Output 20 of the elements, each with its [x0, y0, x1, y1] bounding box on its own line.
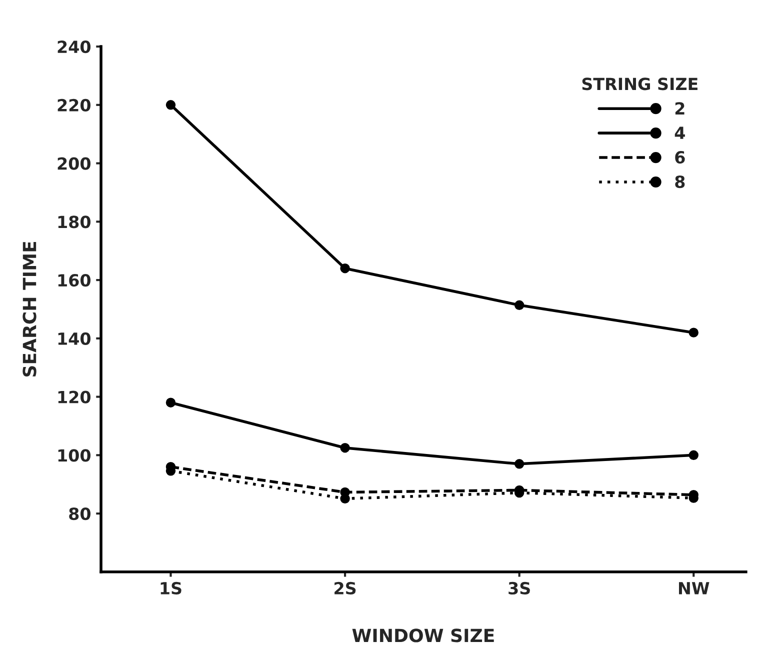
legend-label: 6 — [675, 151, 685, 164]
y-tick-label: 80 — [69, 507, 90, 520]
legend-label: 4 — [674, 126, 685, 139]
legend-title: STRING SIZE — [582, 78, 698, 90]
legend-label: 2 — [675, 102, 684, 114]
y-tick-label: 180 — [58, 216, 90, 228]
y-tick-label: 220 — [58, 98, 90, 112]
y-tick-label: 160 — [58, 274, 90, 287]
y-tick-label: 200 — [58, 157, 90, 170]
y-tick-label: 100 — [58, 449, 90, 462]
x-tick-label: 2S — [334, 582, 356, 595]
x-tick-label: 3S — [508, 582, 530, 595]
y-tick-label: 140 — [58, 332, 90, 345]
x-tick-label: NW — [678, 582, 710, 594]
x-tick-label: 1S — [160, 582, 182, 595]
y-tick-label: 120 — [58, 390, 90, 404]
x-axis-title: WINDOW SIZE — [352, 628, 494, 642]
y-axis-title: SEARCH TIME — [22, 242, 36, 377]
legend-label: 8 — [675, 175, 685, 188]
y-tick-label: 240 — [58, 40, 90, 54]
